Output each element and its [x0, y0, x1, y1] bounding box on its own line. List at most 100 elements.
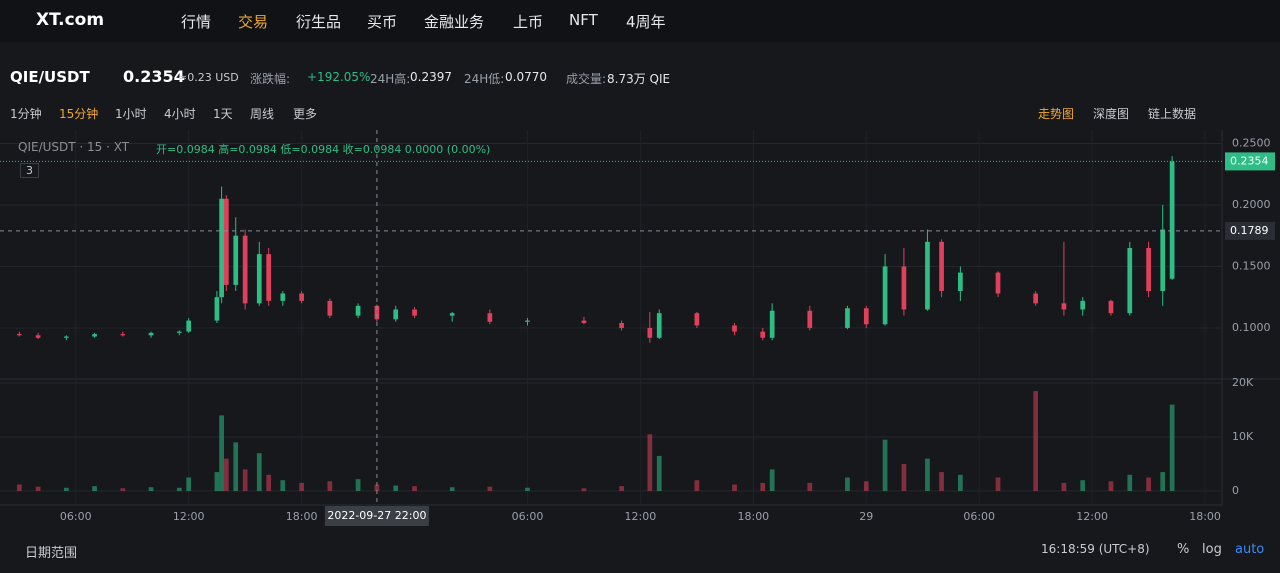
- volume-bar: [16, 484, 22, 491]
- nav-item[interactable]: 上币: [513, 13, 544, 31]
- ticker-change: +192.05%: [307, 70, 371, 84]
- candle-body: [223, 198, 229, 285]
- volume-bar: [393, 485, 399, 491]
- nav-item[interactable]: 金融业务: [424, 13, 485, 31]
- volume-bar: [299, 482, 304, 491]
- view-tab[interactable]: 走势图: [1038, 107, 1075, 121]
- volume-bar: [995, 477, 1001, 491]
- volume-bar: [769, 469, 775, 491]
- x-tick-label: 12:00: [173, 510, 205, 523]
- volume-bar: [148, 487, 154, 491]
- volume-bar: [925, 458, 930, 491]
- x-tick-label: 06:00: [512, 510, 544, 523]
- volume-bar: [760, 482, 766, 491]
- volume-bar: [449, 487, 455, 491]
- candle-body: [327, 300, 333, 316]
- candle-body: [35, 335, 41, 338]
- candle-body: [214, 297, 220, 321]
- candle-body: [732, 325, 737, 332]
- volume-bar: [223, 458, 229, 491]
- candle-body: [374, 305, 380, 320]
- last-price-badge: [1225, 152, 1275, 171]
- log-toggle[interactable]: log: [1202, 542, 1222, 557]
- candle-body: [120, 334, 126, 336]
- price: 0.2354: [123, 67, 185, 86]
- volume-bar: [581, 488, 587, 491]
- volume-bar: [120, 488, 126, 491]
- nav-item[interactable]: 交易: [238, 13, 269, 31]
- candle-body: [92, 334, 97, 337]
- volume-tick-label: 10K: [1232, 430, 1254, 443]
- x-tick-label: 06:00: [60, 510, 92, 523]
- candle-body: [1160, 229, 1166, 292]
- nav-item[interactable]: 行情: [181, 13, 212, 31]
- volume-bar: [214, 472, 220, 491]
- candle-body: [925, 241, 930, 310]
- legend-values: 开=0.0984 高=0.0984 低=0.0984 收=0.0984 0.00…: [156, 143, 491, 156]
- ticker-low-label: 24H低:: [464, 72, 505, 86]
- candle-body: [393, 309, 399, 320]
- candle-body: [1033, 293, 1039, 304]
- volume-bar: [1160, 472, 1166, 491]
- volume-bar: [694, 480, 700, 491]
- ticker-change-label: 涨跌幅:: [250, 72, 291, 86]
- cross-time-badge: [324, 506, 429, 526]
- nav-item[interactable]: 4周年: [626, 13, 666, 31]
- interval-button[interactable]: 15分钟: [59, 107, 99, 121]
- pair[interactable]: QIE/USDT: [10, 68, 90, 86]
- candle-body: [769, 310, 775, 338]
- candle-body: [760, 331, 766, 338]
- candle-body: [901, 266, 907, 310]
- candle-body: [242, 235, 248, 304]
- candle-body: [525, 320, 530, 322]
- candle-body: [355, 305, 361, 316]
- cross-price-label: 0.1789: [1230, 224, 1269, 237]
- candle-body: [256, 254, 262, 304]
- volume-bar: [1080, 480, 1086, 491]
- ticker-volume: 8.73万 QIE: [607, 72, 671, 86]
- candle-body: [1108, 300, 1114, 314]
- x-tick-label: 18:00: [1189, 510, 1221, 523]
- y-tick-label: 0.2000: [1232, 198, 1271, 211]
- nav-item[interactable]: NFT: [569, 11, 598, 29]
- nav-item[interactable]: 衍生品: [296, 13, 342, 31]
- x-tick-label: 12:00: [625, 510, 657, 523]
- auto-toggle[interactable]: auto: [1235, 542, 1265, 557]
- candle-body: [176, 331, 182, 333]
- ticker-low: 0.0770: [505, 70, 547, 84]
- volume-bar: [1169, 404, 1175, 491]
- x-tick-label: 06:00: [963, 510, 995, 523]
- view-tab[interactable]: 链上数据: [1148, 107, 1197, 121]
- candle-body: [995, 272, 1001, 294]
- candle-body: [233, 235, 239, 285]
- volume-bar: [327, 481, 333, 491]
- candle-body: [148, 332, 154, 336]
- volume-bar: [186, 477, 192, 491]
- volume-bar: [35, 486, 41, 491]
- indicator-toggle[interactable]: 3: [20, 163, 39, 178]
- view-tab[interactable]: 深度图: [1093, 107, 1130, 121]
- nav-item[interactable]: 买币: [367, 13, 398, 31]
- volume-bar: [958, 474, 963, 491]
- volume-bar: [487, 486, 493, 491]
- percent-toggle[interactable]: %: [1177, 542, 1190, 557]
- cross-time-label: 2022-09-27 22:00: [327, 509, 426, 522]
- usd-price: ≈0.23 USD: [178, 71, 239, 84]
- interval-button[interactable]: 1小时: [115, 107, 147, 121]
- interval-button[interactable]: 1分钟: [10, 107, 42, 121]
- volume-bar: [525, 487, 530, 491]
- volume-bar: [374, 484, 380, 491]
- interval-button[interactable]: 周线: [250, 107, 275, 121]
- interval-button[interactable]: 更多: [293, 107, 318, 121]
- interval-button[interactable]: 4小时: [164, 107, 196, 121]
- volume-bar: [280, 480, 286, 491]
- legend-title: QIE/USDT · 15 · XT: [18, 140, 130, 154]
- candle-body: [1146, 247, 1151, 292]
- date-range-button[interactable]: 日期范围: [25, 546, 78, 561]
- interval-button[interactable]: 1天: [213, 107, 233, 121]
- volume-bar: [266, 474, 272, 491]
- volume-bar: [1146, 477, 1151, 491]
- volume-bar: [619, 486, 624, 491]
- volume-bar: [412, 486, 417, 491]
